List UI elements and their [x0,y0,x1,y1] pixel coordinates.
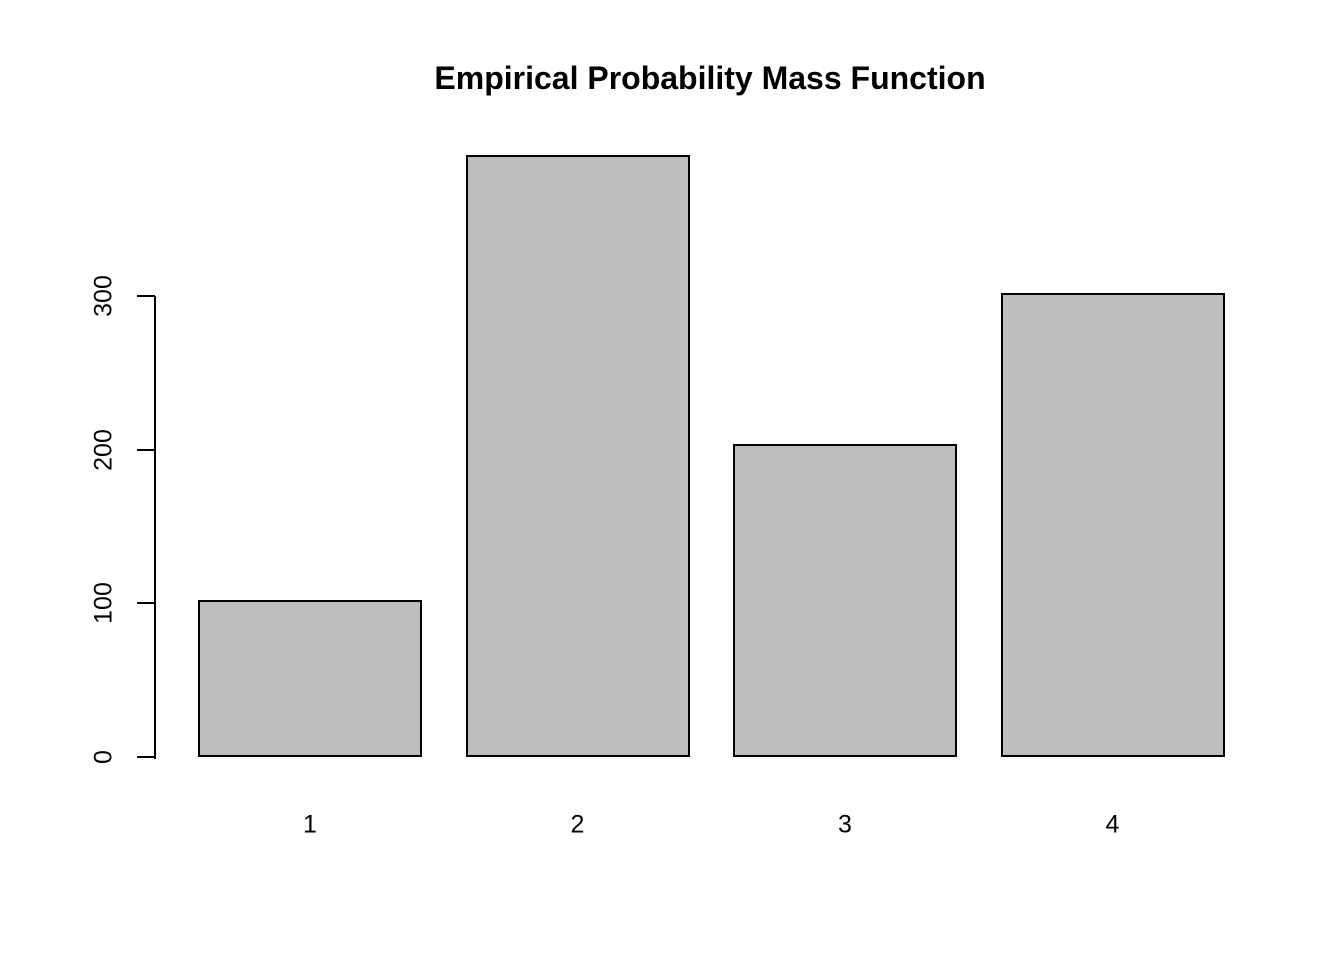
bar [465,154,690,757]
y-axis-line [154,296,156,759]
chart-title: Empirical Probability Mass Function [434,60,986,96]
x-category-label: 2 [570,810,585,839]
y-axis-tick [137,602,155,605]
y-axis-tick [137,295,155,297]
x-category-label: 1 [303,810,317,839]
y-tick-label: 100 [89,582,118,625]
bar [733,443,957,757]
x-category-label: 3 [838,810,852,839]
y-tick-label: 0 [89,750,118,764]
y-axis-tick [137,448,155,451]
bar [198,600,422,757]
bar [1000,292,1225,757]
y-tick-label: 200 [89,428,118,471]
y-axis-tick [137,756,155,758]
x-category-label: 4 [1105,810,1120,839]
y-tick-label: 300 [89,275,118,317]
